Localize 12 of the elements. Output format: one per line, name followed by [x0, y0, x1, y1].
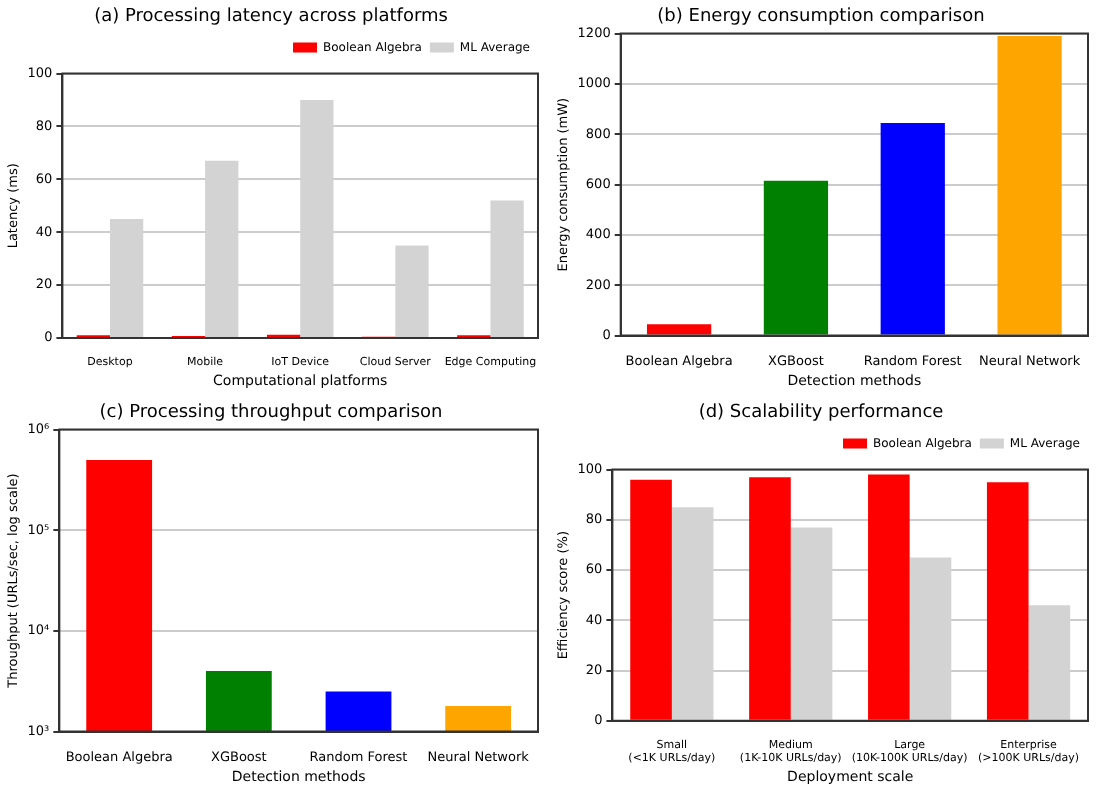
bar: [868, 474, 910, 720]
bar: [986, 482, 1029, 720]
chart-title: (d) Scalability performance: [698, 403, 945, 424]
chart-title: (c) Processing throughput comparison: [99, 403, 443, 424]
chart-title: (b) Energy consumption comparison: [657, 7, 985, 28]
bar: [630, 479, 672, 720]
bar: [646, 324, 712, 335]
bar: [763, 180, 829, 335]
bar: [880, 122, 945, 335]
chart-title: (a) Processing latency across platforms: [94, 7, 449, 28]
bar: [997, 36, 1062, 335]
bar: [749, 477, 791, 720]
